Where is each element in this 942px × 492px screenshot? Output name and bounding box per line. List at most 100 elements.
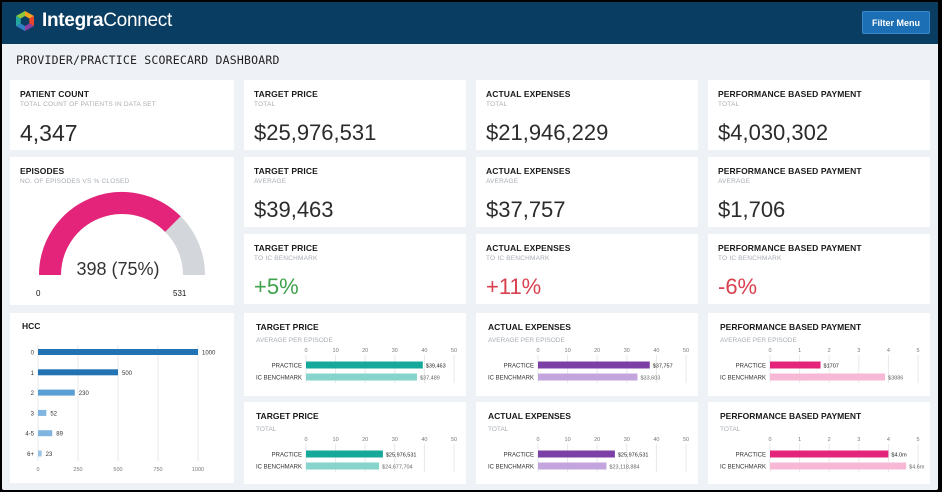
chart-value-label: $33,603 xyxy=(640,376,660,382)
episodes-gauge xyxy=(39,192,205,276)
chart-value-label: 230 xyxy=(79,391,90,397)
chart-category-label: 4-5 xyxy=(25,432,34,438)
chart-tick-label: 4 xyxy=(887,437,890,443)
chart-bar xyxy=(306,361,423,369)
episodes-card: EPISODES NO. OF EPISODES VS % CLOSED 398… xyxy=(10,157,234,305)
chart-bar xyxy=(306,462,380,470)
card-sublabel: TOTAL COUNT OF PATIENTS IN DATA SET xyxy=(20,101,156,108)
performance-payment-average-value: $1,706 xyxy=(718,197,786,222)
card-sublabel: AVERAGE xyxy=(718,178,751,185)
chart-category-label: PRACTICE xyxy=(736,364,766,370)
chart-bar xyxy=(38,430,53,437)
chart-tick-label: 0 xyxy=(304,348,307,354)
actual-expenses-total-chart-card: ACTUAL EXPENSES TOTAL 0 10 20 30 40 50 PRACTICE $… xyxy=(476,402,698,484)
performance-payment-total-value: $4,030,302 xyxy=(718,120,829,145)
chart-category-label: 2 xyxy=(31,391,35,397)
card-sublabel: TOTAL xyxy=(486,101,508,108)
chart-tick-label: 1000 xyxy=(192,467,204,473)
target-price-avg-chart-card: TARGET PRICE AVERAGE PER EPISODE 0 10 20 30 40… xyxy=(244,313,466,396)
chart-title: TARGET PRICE xyxy=(256,411,319,421)
chart-bar xyxy=(538,361,650,369)
chart-tick-label: 40 xyxy=(421,437,427,443)
card-sublabel: AVERAGE xyxy=(254,178,287,185)
chart-tick-label: 20 xyxy=(594,348,600,354)
target-price-total-value: $25,976,531 xyxy=(254,120,377,145)
chart-title: ACTUAL EXPENSES xyxy=(488,411,571,421)
chart-tick-label: 20 xyxy=(594,437,600,443)
brand-logo[interactable]: IntegraConnect xyxy=(14,10,172,32)
chart-tick-label: 20 xyxy=(362,437,368,443)
chart-tick-label: 3 xyxy=(857,437,860,443)
chart-category-label: IC BENCHMARK xyxy=(488,465,534,471)
chart-bar xyxy=(38,389,75,396)
performance-payment-total-chart-card: PERFORMANCE BASED PAYMENT TOTAL 0 1 2 3 4 5 PRAC… xyxy=(708,402,930,484)
chart-title: TARGET PRICE xyxy=(256,322,319,332)
chart-value-label: $39,463 xyxy=(426,364,446,370)
performance-payment-benchmark-value: -6% xyxy=(718,274,758,299)
hcc-bar-chart: HCC 0 250 500 750 1000 0 1000 1 500 2 230 3 52 4-5 89 6+… xyxy=(22,321,216,473)
chart-tick-label: 40 xyxy=(653,348,659,354)
chart-tick-label: 10 xyxy=(565,437,571,443)
target-price-average-value: $39,463 xyxy=(254,197,334,222)
performance-payment-total-chart: PERFORMANCE BASED PAYMENT TOTAL 0 1 2 3 4 5 PRAC… xyxy=(720,411,925,472)
card-sublabel: TOTAL xyxy=(718,101,740,108)
chart-tick-label: 20 xyxy=(362,348,368,354)
actual-expenses-total-card: ACTUAL EXPENSES TOTAL $21,946,229 xyxy=(476,80,698,150)
card-sublabel: TO IC BENCHMARK xyxy=(718,255,782,262)
gauge-min-label: 0 xyxy=(36,289,41,298)
card-label: PATIENT COUNT xyxy=(20,89,89,99)
chart-tick-label: 50 xyxy=(683,437,689,443)
target-price-benchmark-card: TARGET PRICE TO IC BENCHMARK +5% xyxy=(244,234,466,304)
chart-tick-label: 0 xyxy=(536,437,539,443)
chart-tick-label: 0 xyxy=(768,437,771,443)
chart-tick-label: 4 xyxy=(887,348,890,354)
card-sublabel: NO. OF EPISODES VS % CLOSED xyxy=(20,178,130,185)
chart-title: PERFORMANCE BASED PAYMENT xyxy=(720,411,862,421)
chart-tick-label: 30 xyxy=(624,348,630,354)
chart-bar xyxy=(538,373,638,381)
chart-tick-label: 3 xyxy=(857,348,860,354)
chart-category-label: IC BENCHMARK xyxy=(720,376,766,382)
chart-subtitle: TOTAL xyxy=(256,426,277,433)
filter-menu-button[interactable]: Filter Menu xyxy=(862,11,930,34)
card-sublabel: TO IC BENCHMARK xyxy=(486,255,550,262)
chart-value-label: $37,757 xyxy=(653,364,673,370)
chart-category-label: PRACTICE xyxy=(736,453,766,459)
chart-category-label: 1 xyxy=(31,371,35,377)
actual-expenses-benchmark-card: ACTUAL EXPENSES TO IC BENCHMARK +11% xyxy=(476,234,698,304)
target-price-avg-chart: TARGET PRICE AVERAGE PER EPISODE 0 10 20 30 40… xyxy=(256,322,457,383)
card-label: ACTUAL EXPENSES xyxy=(486,243,571,253)
chart-tick-label: 30 xyxy=(392,437,398,443)
chart-title: HCC xyxy=(22,321,40,331)
chart-tick-label: 10 xyxy=(333,437,339,443)
chart-value-label: $24,677,704 xyxy=(382,465,413,471)
actual-expenses-avg-chart: ACTUAL EXPENSES AVERAGE PER EPISODE 0 10 20 3… xyxy=(488,322,689,383)
page-title: PROVIDER/PRACTICE SCORECARD DASHBOARD xyxy=(16,53,280,67)
chart-tick-label: 2 xyxy=(828,437,831,443)
chart-tick-label: 250 xyxy=(73,467,82,473)
gauge-fill xyxy=(39,192,181,276)
chart-bar xyxy=(38,369,118,376)
performance-payment-average-card: PERFORMANCE BASED PAYMENT AVERAGE $1,706 xyxy=(708,157,930,227)
gauge-max-label: 531 xyxy=(173,289,187,298)
patient-count-card: PATIENT COUNT TOTAL COUNT OF PATIENTS IN… xyxy=(10,80,234,150)
chart-value-label: 500 xyxy=(122,371,133,377)
chart-tick-label: 5 xyxy=(916,437,919,443)
chart-category-label: 3 xyxy=(31,411,35,417)
chart-bar xyxy=(38,450,42,457)
card-label: ACTUAL EXPENSES xyxy=(486,89,571,99)
card-sublabel: AVERAGE xyxy=(486,178,519,185)
chart-bar xyxy=(306,373,417,381)
chart-tick-label: 30 xyxy=(392,348,398,354)
card-label: PERFORMANCE BASED PAYMENT xyxy=(718,89,862,99)
actual-expenses-average-value: $37,757 xyxy=(486,197,566,222)
chart-value-label: $3886 xyxy=(888,376,903,382)
brand-name: IntegraConnect xyxy=(42,10,172,31)
chart-value-label: $1707 xyxy=(824,364,839,370)
chart-category-label: PRACTICE xyxy=(272,453,302,459)
card-label: TARGET PRICE xyxy=(254,89,318,99)
chart-title: PERFORMANCE BASED PAYMENT xyxy=(720,322,862,332)
chart-tick-label: 50 xyxy=(451,348,457,354)
actual-expenses-total-value: $21,946,229 xyxy=(486,120,609,145)
